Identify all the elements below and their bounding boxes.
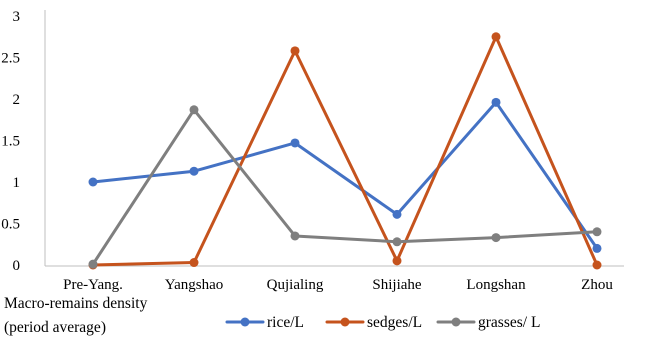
data-point <box>491 32 501 42</box>
legend: rice/L sedges/L grasses/ L <box>225 314 540 331</box>
y-tick-label: 1.5 <box>1 134 20 150</box>
x-tick-label: Pre-Yang. <box>63 277 123 293</box>
x-tick-labels: Pre-Yang. Yangshao Qujialing Shijiahe Longsh… <box>63 277 613 293</box>
data-point <box>290 46 300 56</box>
series-2 <box>88 105 602 269</box>
data-point <box>491 233 501 243</box>
y-tick-label: 2 <box>13 92 21 108</box>
x-tick-label: Qujialing <box>267 277 324 293</box>
legend-label: rice/L <box>267 314 304 331</box>
data-point <box>189 166 199 176</box>
data-point <box>592 260 602 270</box>
x-caption-line-2: (period average) <box>4 319 106 336</box>
series-0 <box>88 97 602 253</box>
data-point <box>88 259 98 269</box>
data-point <box>392 237 402 247</box>
data-point <box>88 177 98 187</box>
legend-label: sedges/L <box>367 314 422 331</box>
legend-swatch-marker <box>340 317 350 327</box>
y-tick-labels: 0 0.5 1 1.5 2 2.5 3 <box>1 9 20 274</box>
data-point <box>592 243 602 253</box>
data-point <box>491 97 501 107</box>
y-tick-label: 3 <box>13 9 21 25</box>
series-layer <box>88 32 602 270</box>
x-tick-label: Longshan <box>466 277 526 293</box>
data-point <box>189 105 199 115</box>
series-line <box>91 35 599 267</box>
data-point <box>290 231 300 241</box>
data-point <box>290 138 300 148</box>
legend-label: grasses/ L <box>478 314 540 331</box>
y-tick-label: 0 <box>13 258 21 274</box>
data-point <box>392 209 402 219</box>
y-tick-label: 1 <box>13 175 21 191</box>
y-tick-label: 2.5 <box>1 51 20 67</box>
data-point <box>592 227 602 237</box>
series-line <box>91 108 599 266</box>
legend-swatch-marker <box>240 317 250 327</box>
x-tick-label: Zhou <box>581 277 613 293</box>
x-caption-line-1: Macro-remains density <box>4 295 148 312</box>
x-tick-label: Shijiahe <box>372 277 422 293</box>
legend-swatch-marker <box>451 317 461 327</box>
data-point <box>392 256 402 266</box>
x-tick-label: Yangshao <box>165 277 223 293</box>
data-point <box>189 258 199 268</box>
series-line <box>91 100 599 250</box>
series-1 <box>88 32 602 270</box>
y-tick-label: 0.5 <box>1 217 20 233</box>
